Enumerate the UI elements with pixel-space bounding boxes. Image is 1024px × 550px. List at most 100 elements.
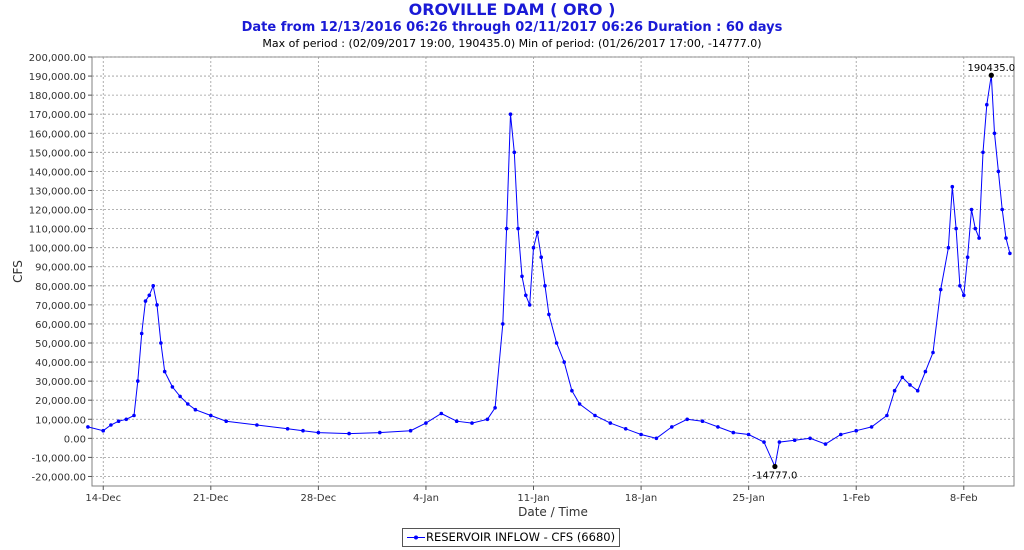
data-point bbox=[823, 442, 828, 446]
data-point bbox=[670, 425, 674, 429]
data-point bbox=[143, 299, 148, 303]
data-point bbox=[639, 432, 643, 437]
data-point bbox=[808, 436, 812, 441]
data-point bbox=[777, 440, 782, 444]
data-point bbox=[155, 303, 159, 307]
data-point bbox=[378, 430, 382, 435]
data-point bbox=[454, 419, 459, 424]
data-point bbox=[543, 284, 547, 288]
data-point bbox=[186, 402, 190, 406]
data-point bbox=[162, 369, 167, 374]
y-tick-label: 180,000.00 bbox=[29, 91, 86, 102]
max-annotation: 190435.0 bbox=[967, 63, 1015, 74]
data-point bbox=[193, 407, 198, 412]
data-point bbox=[147, 293, 152, 298]
y-tick-label: 170,000.00 bbox=[29, 110, 86, 121]
data-point bbox=[531, 245, 536, 250]
x-axis-label: Date / Time bbox=[518, 505, 588, 519]
data-point bbox=[731, 430, 736, 435]
data-point bbox=[570, 388, 574, 393]
data-point bbox=[86, 425, 90, 429]
data-point bbox=[562, 360, 566, 364]
data-point bbox=[485, 417, 490, 422]
data-point bbox=[439, 411, 444, 416]
data-point bbox=[996, 169, 1001, 174]
y-tick-label: 50,000.00 bbox=[35, 339, 86, 350]
y-tick-label: 10,000.00 bbox=[35, 415, 86, 426]
chart-title: OROVILLE DAM ( ORO ) bbox=[408, 0, 616, 19]
plot-area bbox=[91, 56, 1015, 487]
x-tick-label: 11-Jan bbox=[517, 493, 549, 504]
data-point bbox=[504, 226, 509, 231]
y-axis-label: CFS bbox=[11, 260, 25, 283]
y-tick-label: 150,000.00 bbox=[29, 148, 86, 159]
y-tick-label: 130,000.00 bbox=[29, 186, 86, 197]
data-point bbox=[535, 230, 540, 235]
y-tick-label: 160,000.00 bbox=[29, 129, 86, 140]
y-tick-label: 20,000.00 bbox=[35, 396, 86, 407]
max-marker bbox=[988, 72, 994, 78]
data-point bbox=[139, 331, 144, 336]
data-point bbox=[839, 432, 843, 437]
y-tick-label: 0.00 bbox=[64, 434, 86, 445]
x-tick-label: 18-Jan bbox=[625, 493, 657, 504]
data-point bbox=[762, 440, 766, 444]
x-tick-label: 28-Dec bbox=[301, 493, 337, 504]
data-point bbox=[985, 102, 989, 107]
data-point bbox=[931, 350, 935, 355]
data-point bbox=[508, 112, 513, 116]
data-point bbox=[255, 423, 259, 427]
data-point bbox=[151, 284, 155, 288]
data-point bbox=[608, 421, 613, 425]
data-point bbox=[892, 388, 897, 393]
data-point bbox=[885, 413, 889, 418]
data-point bbox=[285, 427, 290, 431]
data-point bbox=[524, 293, 528, 298]
data-point bbox=[716, 425, 720, 429]
y-tick-label: -10,000.00 bbox=[31, 453, 86, 464]
data-point bbox=[746, 432, 751, 437]
data-point bbox=[527, 303, 532, 307]
y-tick-label: 120,000.00 bbox=[29, 206, 86, 217]
chart-subtitle: Date from 12/13/2016 06:26 through 02/11… bbox=[241, 20, 783, 35]
min-annotation: -14777.0 bbox=[752, 471, 797, 482]
data-point bbox=[209, 413, 213, 418]
data-point bbox=[136, 379, 140, 383]
data-point bbox=[101, 428, 105, 433]
data-point bbox=[424, 421, 428, 425]
data-point bbox=[170, 385, 175, 389]
data-point bbox=[981, 150, 985, 155]
data-point bbox=[132, 413, 136, 418]
data-point bbox=[854, 428, 858, 433]
data-point bbox=[501, 322, 505, 326]
data-point bbox=[938, 287, 943, 292]
chart-legend: RESERVOIR INFLOW - CFS (6680) bbox=[402, 528, 620, 547]
y-tick-label: 80,000.00 bbox=[35, 282, 86, 293]
data-point bbox=[915, 388, 920, 393]
data-point bbox=[316, 430, 321, 435]
y-tick-label: 100,000.00 bbox=[29, 244, 86, 255]
y-tick-label: 40,000.00 bbox=[35, 358, 86, 369]
x-tick-label: 25-Jan bbox=[732, 493, 764, 504]
data-point bbox=[869, 425, 874, 429]
data-point bbox=[178, 394, 182, 399]
y-tick-label: -20,000.00 bbox=[31, 472, 86, 483]
data-point bbox=[958, 284, 962, 288]
data-point bbox=[554, 341, 559, 345]
y-tick-label: 190,000.00 bbox=[29, 72, 86, 83]
data-point bbox=[923, 369, 928, 374]
data-point bbox=[493, 406, 497, 410]
data-point bbox=[1000, 207, 1004, 212]
data-point bbox=[547, 312, 551, 317]
data-point bbox=[969, 207, 974, 212]
data-point bbox=[685, 417, 689, 422]
x-tick-label: 4-Jan bbox=[413, 493, 439, 504]
x-tick-label: 21-Dec bbox=[193, 493, 229, 504]
data-point bbox=[159, 341, 163, 345]
x-tick-label: 14-Dec bbox=[85, 493, 121, 504]
data-point bbox=[654, 436, 659, 441]
data-point bbox=[962, 293, 966, 298]
data-point bbox=[116, 419, 121, 424]
x-tick-label: 8-Feb bbox=[950, 493, 978, 504]
data-point bbox=[408, 428, 413, 433]
